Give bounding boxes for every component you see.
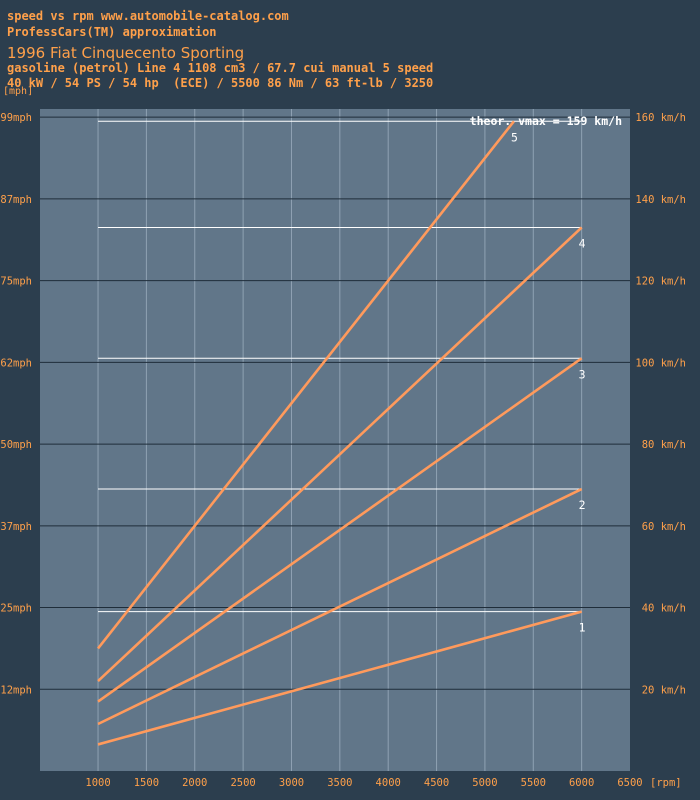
vmax-annotation: theor. vmax = 159 km/h <box>470 114 622 128</box>
x-tick-label: 4500 <box>424 777 449 789</box>
y-tick-label-right: 160 km/h <box>635 112 686 124</box>
y-tick-label-right: 20 km/h <box>642 684 686 696</box>
gear-label-3: 3 <box>579 367 586 381</box>
max-speed-lines <box>98 120 582 613</box>
x-tick-label: 2500 <box>230 777 255 789</box>
gear-label-1: 1 <box>579 621 586 635</box>
engine-line: gasoline (petrol) Line 4 1108 cm3 / 67.7… <box>7 61 434 75</box>
x-tick-label: 5500 <box>521 777 546 789</box>
x-tick-label: 3500 <box>327 777 352 789</box>
gear-label-4: 4 <box>579 237 586 251</box>
y-tick-label-right: 100 km/h <box>635 357 686 369</box>
gear-label-5: 5 <box>511 130 518 144</box>
x-tick-label: 5000 <box>472 777 497 789</box>
y-tick-label-right: 60 km/h <box>642 521 686 533</box>
source-line: speed vs rpm www.automobile-catalog.com <box>7 9 289 23</box>
y-tick-label-right: 120 km/h <box>635 276 686 288</box>
plot-area <box>40 109 630 771</box>
gear-line-3 <box>97 357 583 703</box>
method-line: ProfessCars(TM) approximation <box>7 25 217 39</box>
x-axis-unit-label: [rpm] <box>650 777 682 789</box>
x-tick-label: 4000 <box>376 777 401 789</box>
y-tick-label-left: 99mph <box>0 112 32 124</box>
x-tick-label: 1000 <box>85 777 110 789</box>
y-tick-label-left: 25mph <box>0 603 32 615</box>
gear-line-2 <box>97 487 583 726</box>
y-tick-label-left: 75mph <box>0 276 32 288</box>
gear-label-2: 2 <box>579 498 586 512</box>
y-tick-label-left: 62mph <box>0 357 32 369</box>
y-tick-label-right: 80 km/h <box>642 439 686 451</box>
y-tick-label-left: 87mph <box>0 194 32 206</box>
y-axis-unit-label: [mph] <box>3 86 34 97</box>
y-tick-label-left: 12mph <box>0 684 32 696</box>
chart-title: 1996 Fiat Cinquecento Sporting <box>7 44 245 62</box>
gear-lines: 1 2 3 4 5 <box>97 120 586 746</box>
tick-labels: 12mph 25mph 37mph 50mph 62mph 75mph 87mph 99mph… <box>0 112 686 789</box>
grid-lines <box>40 109 630 771</box>
gear-line-4 <box>97 226 583 683</box>
gear-line-1 <box>97 610 582 746</box>
x-tick-label: 2000 <box>182 777 207 789</box>
y-tick-label-right: 40 km/h <box>642 603 686 615</box>
x-tick-label: 3000 <box>279 777 304 789</box>
gear-line-5 <box>97 120 515 650</box>
power-line: 40 kW / 54 PS / 54 hp (ECE) / 5500 86 Nm… <box>7 76 434 90</box>
x-tick-label: 1500 <box>134 777 159 789</box>
y-tick-label-left: 37mph <box>0 521 32 533</box>
y-tick-label-right: 140 km/h <box>635 194 686 206</box>
x-tick-label: 6000 <box>569 777 594 789</box>
y-tick-label-left: 50mph <box>0 439 32 451</box>
x-tick-label: 6500 <box>617 777 642 789</box>
